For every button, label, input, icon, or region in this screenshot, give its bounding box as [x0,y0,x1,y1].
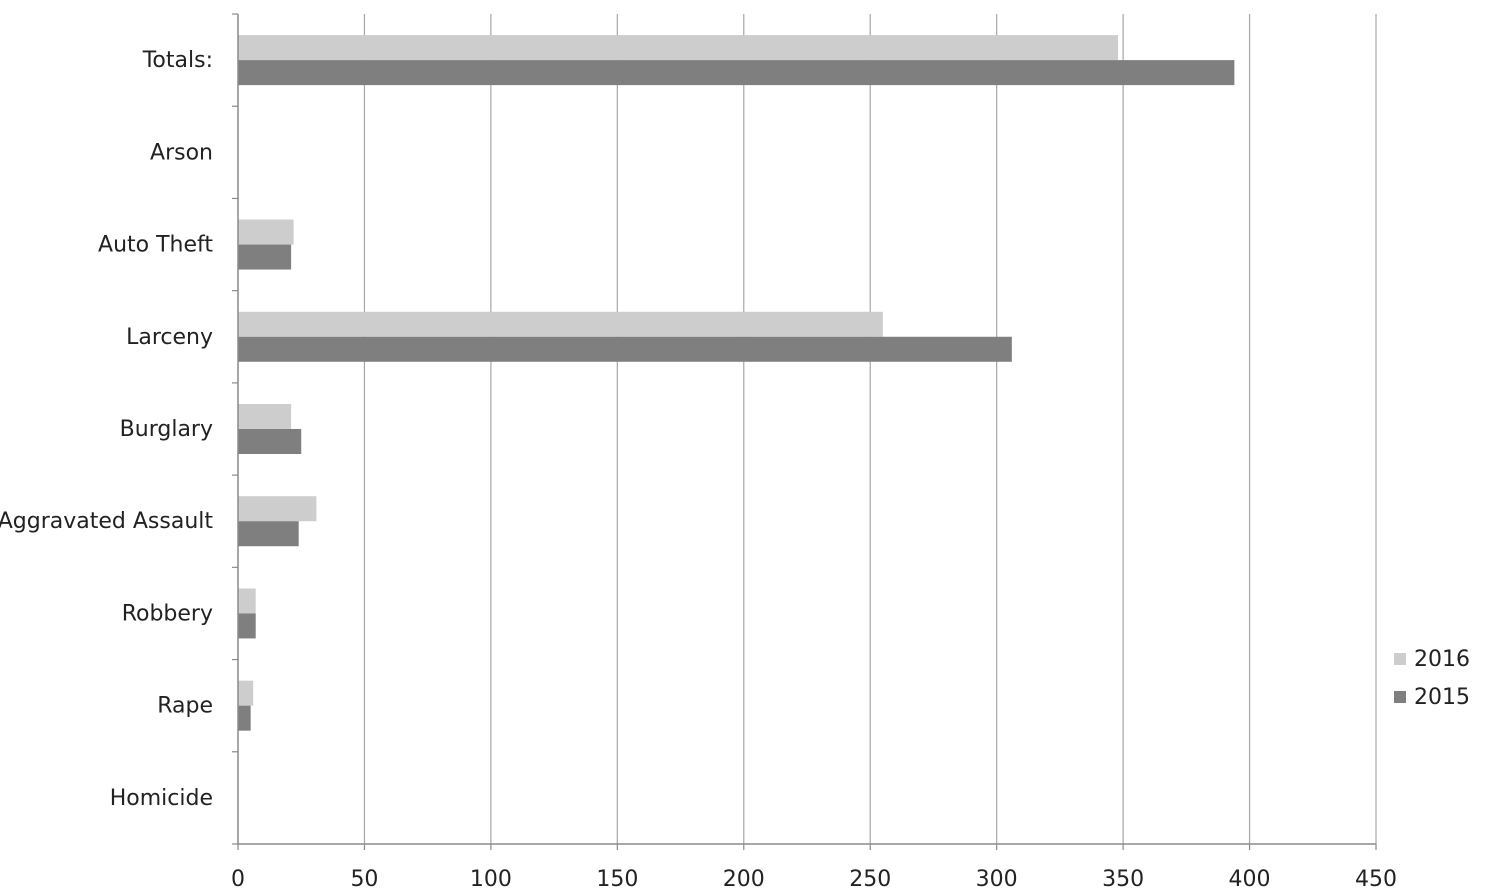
legend: 2016 2015 [1394,640,1470,716]
x-tick-label: 250 [849,867,891,892]
bar-2015-totals [238,60,1235,86]
bar-2016-burglary [238,404,292,429]
bar-2015-autotheft [238,244,292,270]
x-tick-label: 150 [596,867,638,892]
bar-2016-rape [238,680,254,706]
bar-2015-aggravatedassault [238,521,299,547]
x-tick-label: 0 [231,867,245,892]
bar-2016-aggravatedassault [238,496,317,522]
axes [232,13,1377,850]
gridlines [363,14,1377,844]
category-label: Homicide [110,786,213,811]
bar-2015-burglary [238,429,302,454]
legend-swatch-2016 [1394,653,1406,665]
category-label: Arson [150,140,213,165]
legend-label-2016: 2016 [1414,646,1470,672]
x-tick-label: 50 [350,867,378,892]
category-label: Totals: [142,48,213,73]
category-label: Auto Theft [98,233,213,258]
category-label: Robbery [122,601,213,626]
x-tick-label: 200 [723,867,765,892]
bar-2016-autotheft [238,219,294,245]
bar-2015-rape [238,705,251,731]
bar-2016-robbery [238,588,256,614]
legend-label-2015: 2015 [1414,684,1470,710]
x-tick-label: 100 [470,867,512,892]
legend-swatch-2015 [1394,691,1406,703]
bar-2015-larceny [238,336,1012,362]
x-tick-label: 350 [1102,867,1144,892]
legend-item-2015: 2015 [1394,678,1470,716]
x-tick-label: 450 [1355,867,1397,892]
bars [238,35,1235,731]
x-tick-label: 300 [976,867,1018,892]
axis-labels: 0 50 100 150 200 250 300 350 400 450 Totals: Arson A… [0,48,1397,892]
category-label: Burglary [120,417,213,442]
bar-2016-totals [238,35,1119,61]
category-label: Aggravated Assault [0,509,213,534]
legend-item-2016: 2016 [1394,640,1470,678]
category-label: Larceny [126,325,213,350]
bar-2016-larceny [238,311,883,337]
category-label: Rape [157,694,213,719]
bar-2015-robbery [238,613,256,639]
x-tick-label: 400 [1229,867,1271,892]
